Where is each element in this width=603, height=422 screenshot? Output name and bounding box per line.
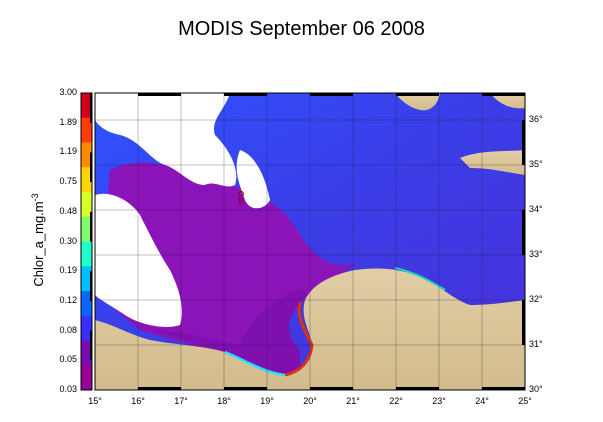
- colorbar-segment: [81, 340, 92, 366]
- colorbar-edge-bar: [90, 330, 92, 361]
- map-title: MODIS September 06 2008: [178, 18, 425, 40]
- low-chlor-region-2: [150, 290, 310, 375]
- latitude-tick-label: 31°: [529, 339, 543, 349]
- longitude-tick-label: 19°: [260, 396, 274, 406]
- frame-bar: [396, 387, 439, 390]
- colorbar-tick-label: 1.19: [59, 146, 77, 157]
- cloud-mask-patches: [130, 99, 270, 209]
- longitude-tick-label: 17°: [174, 396, 188, 406]
- longitude-tick-label: 25°: [518, 396, 532, 406]
- latitude-tick-label: 36°: [529, 114, 543, 124]
- colorbar-segment: [81, 117, 92, 143]
- longitude-tick-label: 16°: [131, 396, 145, 406]
- colorbar-edge-bar: [90, 211, 92, 242]
- colorbar-tick-label: 0.48: [59, 205, 77, 216]
- longitude-tick-label: 24°: [475, 396, 489, 406]
- latitude-tick-label: 33°: [529, 249, 543, 259]
- colorbar-segment: [81, 365, 92, 391]
- colorbar-segment: [81, 167, 92, 193]
- frame-bar: [138, 93, 181, 96]
- latitude-tick-label: 30°: [529, 384, 543, 394]
- map-frame-bars: [138, 93, 525, 390]
- frame-bar: [224, 93, 267, 96]
- cloud-mask-west: [95, 193, 182, 327]
- frame-bar: [396, 93, 439, 96]
- frame-bar: [138, 387, 181, 390]
- colorbar-tick-label: 3.00: [59, 87, 77, 97]
- colorbar-segment: [81, 216, 92, 242]
- peloponnese-land: [395, 93, 525, 111]
- longitude-tick-label: 18°: [217, 396, 231, 406]
- longitude-tick-label: 22°: [389, 396, 403, 406]
- colorbar-tick-label: 0.30: [59, 235, 77, 246]
- crete-land: [460, 150, 525, 175]
- colorbar-tick-label: 0.19: [59, 265, 77, 276]
- longitude-tick-label: 20°: [303, 396, 317, 406]
- colorbar-tick-label: 0.05: [59, 354, 77, 365]
- coastal-bloom-west: [224, 350, 286, 377]
- latitude-tick-label: 35°: [529, 159, 543, 169]
- longitude-tick-label: 15°: [88, 396, 102, 406]
- cloud-mask-west-2: [109, 239, 122, 258]
- frame-bar: [224, 387, 267, 390]
- colorbar-tick-label: 0.03: [59, 384, 77, 394]
- station-marker-label: B: [238, 197, 243, 206]
- colorbar-segment: [81, 241, 92, 267]
- longitude-tick-label: 21°: [346, 396, 360, 406]
- colorbar-edge-bar: [90, 93, 92, 123]
- frame-bar: [482, 387, 525, 390]
- frame-bar: [310, 387, 353, 390]
- station-marker: [238, 191, 244, 197]
- map-gridlines: [95, 93, 525, 390]
- frame-bar: [310, 93, 353, 96]
- coastal-bloom-east: [394, 267, 446, 291]
- colorbar-segment: [81, 142, 92, 168]
- colorbar-segment: [81, 192, 92, 218]
- colorbar-segment: [81, 315, 92, 341]
- colorbar-segment: [81, 291, 92, 317]
- latitude-tick-label: 32°: [529, 294, 543, 304]
- frame-bar: [522, 120, 525, 165]
- frame-bar: [482, 93, 525, 96]
- colorbar-segment: [81, 266, 92, 292]
- frame-bar: [522, 300, 525, 345]
- map-panel: [95, 93, 525, 390]
- colorbar-segment: [81, 93, 92, 119]
- colorbar-tick-label: 0.12: [59, 294, 77, 305]
- colorbar: [80, 92, 93, 391]
- longitude-tick-label: 23°: [432, 396, 446, 406]
- colorbar-tick-label: 0.08: [59, 324, 77, 335]
- latitude-tick-label: 34°: [529, 204, 543, 214]
- map-markers: B: [238, 191, 244, 206]
- colorbar-edge-bar: [90, 271, 92, 301]
- frame-bar: [522, 210, 525, 255]
- colorbar-tick-label: 1.89: [59, 116, 77, 127]
- colorbar-tick-label: 0.75: [59, 176, 77, 187]
- colorbar-edge-bar: [90, 152, 92, 183]
